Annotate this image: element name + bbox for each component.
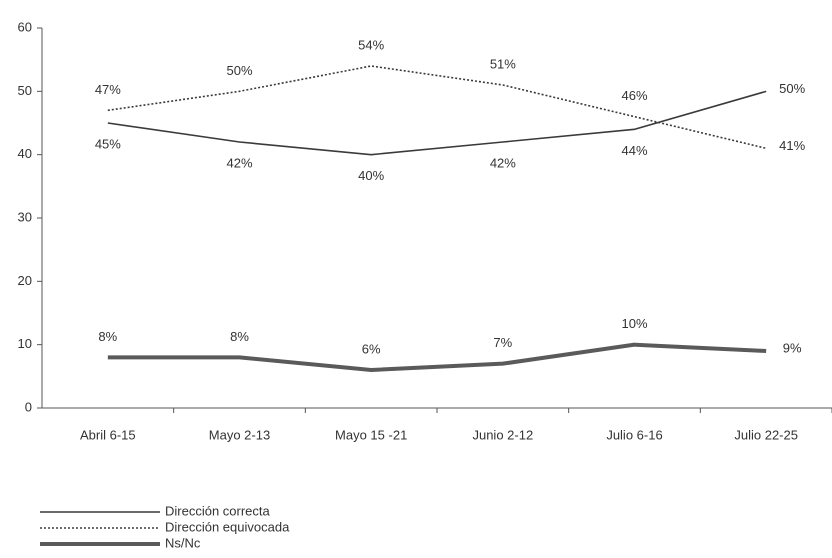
- y-tick-label: 30: [18, 209, 32, 224]
- data-label: 8%: [230, 329, 249, 344]
- y-tick-label: 60: [18, 19, 32, 34]
- y-tick-label: 50: [18, 83, 32, 98]
- data-label: 50%: [779, 81, 805, 96]
- y-tick-label: 0: [25, 399, 32, 414]
- data-label: 7%: [493, 335, 512, 350]
- x-tick-label: Junio 2-12: [472, 427, 533, 442]
- x-tick-label: Mayo 2-13: [209, 427, 270, 442]
- y-tick-label: 40: [18, 146, 32, 161]
- data-label: 45%: [95, 136, 121, 151]
- data-label: 50%: [226, 63, 252, 78]
- legend-label: Ns/Nc: [165, 535, 201, 550]
- legend-label: Dirección equivocada: [165, 519, 290, 534]
- data-label: 42%: [226, 155, 252, 170]
- data-label: 54%: [358, 37, 384, 52]
- data-label: 42%: [490, 155, 516, 170]
- data-label: 44%: [621, 143, 647, 158]
- series-line: [107, 65, 767, 150]
- y-tick-label: 10: [18, 336, 32, 351]
- x-tick-label: Julio 6-16: [606, 427, 662, 442]
- data-label: 8%: [98, 329, 117, 344]
- data-label: 9%: [783, 340, 802, 355]
- legend-label: Dirección correcta: [165, 503, 271, 518]
- data-label: 51%: [490, 56, 516, 71]
- x-tick-label: Mayo 15 -21: [335, 427, 407, 442]
- x-tick-label: Julio 22-25: [734, 427, 798, 442]
- data-label: 40%: [358, 168, 384, 183]
- data-label: 47%: [95, 82, 121, 97]
- data-label: 46%: [621, 88, 647, 103]
- series-line: [107, 90, 767, 156]
- y-tick-label: 20: [18, 273, 32, 288]
- x-tick-label: Abril 6-15: [80, 427, 136, 442]
- series-line: [107, 342, 767, 373]
- data-label: 41%: [779, 138, 805, 153]
- data-label: 6%: [362, 341, 381, 356]
- data-label: 10%: [621, 316, 647, 331]
